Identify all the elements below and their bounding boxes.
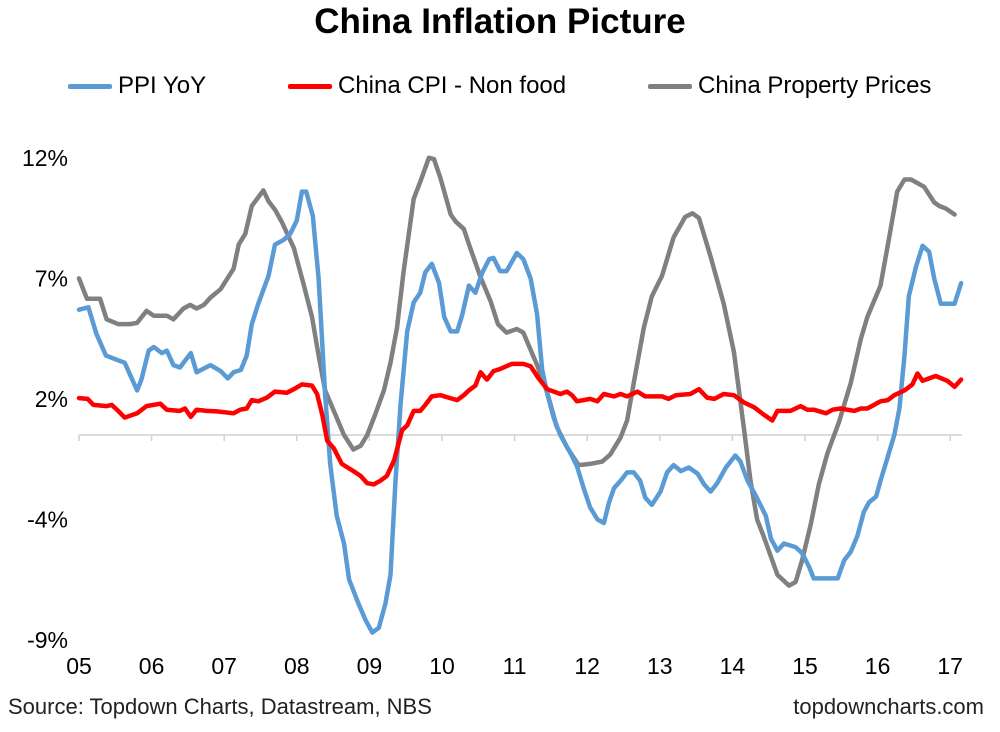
legend-label-cpi: China CPI - Non food bbox=[338, 72, 567, 99]
series-line-china-cpi-non-food bbox=[76, 361, 964, 487]
legend-swatch-property bbox=[648, 83, 692, 89]
series-line-china-property-prices bbox=[76, 155, 957, 588]
x-tick-label: 06 bbox=[139, 653, 165, 679]
x-tick-label: 12 bbox=[574, 653, 600, 679]
y-tick-label: 2% bbox=[35, 386, 68, 412]
x-tick-label: 05 bbox=[66, 653, 92, 679]
x-tick-label: 09 bbox=[357, 653, 383, 679]
x-tick-label: 17 bbox=[937, 653, 963, 679]
y-tick-label: 7% bbox=[35, 265, 68, 291]
x-tick-label: 13 bbox=[647, 653, 673, 679]
x-tick-label: 11 bbox=[503, 653, 527, 679]
legend-item-cpi: China CPI - Non food bbox=[288, 72, 566, 100]
y-tick-label: -9% bbox=[27, 627, 68, 653]
site-credit: topdowncharts.com bbox=[793, 694, 984, 719]
x-tick-label: 15 bbox=[792, 653, 818, 679]
x-tick-label: 08 bbox=[284, 653, 310, 679]
series-line-ppi-yoy bbox=[76, 189, 964, 635]
chart-title: China Inflation Picture bbox=[314, 2, 686, 41]
x-tick-label: 16 bbox=[865, 653, 891, 679]
legend-label-property: China Property Prices bbox=[698, 72, 932, 99]
y-tick-label: -4% bbox=[27, 506, 68, 532]
legend-item-ppi: PPI YoY bbox=[68, 72, 206, 100]
legend: PPI YoY China CPI - Non food China Prope… bbox=[0, 72, 1000, 102]
legend-swatch-ppi bbox=[68, 83, 112, 89]
x-tick-label: 10 bbox=[429, 653, 455, 679]
legend-swatch-cpi bbox=[288, 83, 332, 89]
x-tick-label: 14 bbox=[720, 653, 746, 679]
legend-item-property: China Property Prices bbox=[648, 72, 931, 100]
source-note: Source: Topdown Charts, Datastream, NBS bbox=[8, 694, 432, 719]
y-tick-label: 12% bbox=[22, 145, 68, 171]
legend-label-ppi: PPI YoY bbox=[118, 72, 207, 99]
x-tick-label: 07 bbox=[211, 653, 237, 679]
